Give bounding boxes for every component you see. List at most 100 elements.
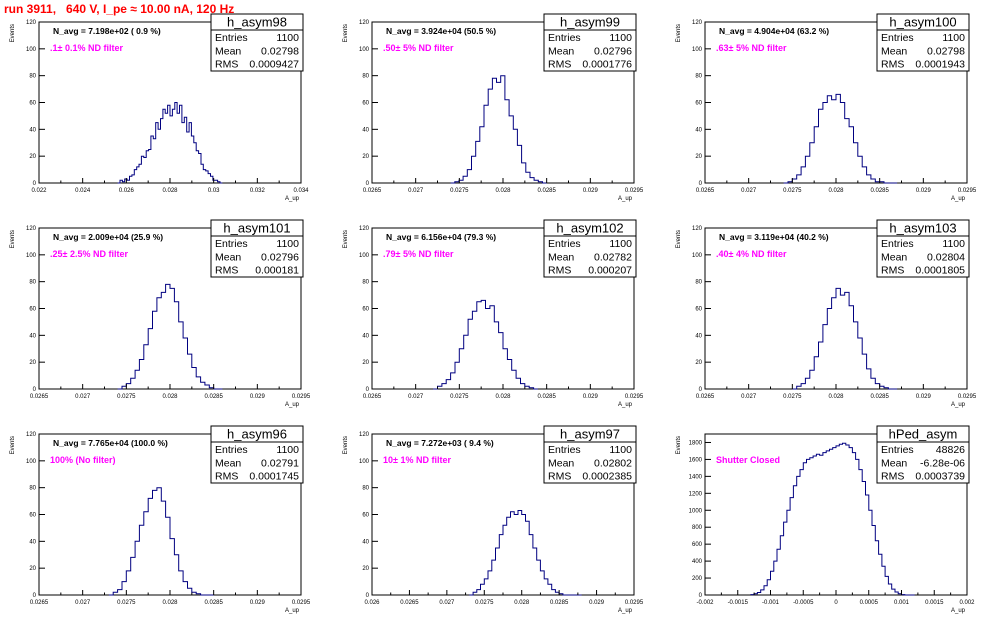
stats-mean-value: 0.02798 [261, 45, 299, 57]
stats-box [210, 425, 304, 484]
y-tick-label: 60 [29, 307, 36, 313]
histogram-line [433, 299, 538, 390]
x-tick-label: 0.027 [75, 394, 91, 400]
x-tick-label: 0.0295 [958, 188, 977, 194]
stats-mean-value: 0.02804 [927, 251, 965, 263]
y-tick-label: 1200 [689, 491, 703, 497]
y-tick-label: 80 [695, 280, 702, 286]
y-tick-label: 120 [26, 432, 37, 438]
y-tick-label: 40 [29, 127, 36, 133]
histogram-line [469, 510, 582, 596]
y-tick-label: 80 [29, 280, 36, 286]
x-tick-label: 0.0285 [870, 394, 889, 400]
x-tick-label: -0.001 [762, 600, 780, 606]
x-axis-title: A_up [618, 196, 633, 202]
stats-box [210, 13, 304, 72]
x-tick-label: 0.029 [916, 188, 932, 194]
stats-rms-value: 0.000207 [588, 265, 632, 277]
x-tick-label: 0.028 [828, 188, 844, 194]
stats-box [876, 13, 970, 72]
stats-rms-value: 0.0002385 [582, 471, 632, 483]
x-tick-label: 0.022 [31, 188, 47, 194]
n-avg-label: N_avg = 3.119e+04 (40.2 %) [719, 232, 829, 242]
y-tick-label: 60 [29, 101, 36, 107]
x-tick-label: 0.029 [583, 188, 599, 194]
histogram-line [117, 283, 223, 390]
y-tick-label: 100 [692, 253, 703, 259]
y-tick-label: 100 [26, 459, 37, 465]
y-tick-label: 40 [695, 333, 702, 339]
y-axis-title: Events [343, 24, 349, 42]
n-avg-label: N_avg = 7.198e+02 ( 0.9 %) [53, 26, 161, 36]
stats-entries-label: Entries [215, 32, 248, 44]
y-tick-label: 120 [692, 226, 703, 232]
stats-entries-value: 1100 [609, 238, 632, 250]
y-tick-label: 1600 [689, 457, 703, 463]
histogram-name: hPed_asym [889, 427, 958, 442]
histogram-name: h_asym100 [889, 15, 956, 30]
histogram-panel: 0.0265 0.027 0.0275 0.028 0.0285 0.029 0.0295 0… [676, 219, 977, 408]
y-tick-label: 20 [29, 566, 36, 572]
stats-mean-label: Mean [215, 457, 241, 469]
histogram-panel: 0.026 0.0265 0.027 0.0275 0.028 0.0285 0.029 0.… [343, 425, 644, 614]
x-axis-title: A_up [285, 402, 300, 408]
stats-box [543, 425, 637, 484]
y-tick-label: 120 [26, 20, 37, 26]
x-axis-title: A_up [618, 402, 633, 408]
y-tick-label: 0 [699, 387, 703, 393]
y-tick-label: 0 [366, 593, 370, 599]
y-tick-label: 20 [695, 360, 702, 366]
histogram-name: h_asym101 [223, 221, 290, 236]
y-tick-label: 100 [26, 253, 37, 259]
x-tick-label: 0.002 [959, 600, 975, 606]
stats-entries-label: Entries [548, 32, 581, 44]
y-tick-label: 60 [695, 101, 702, 107]
histogram-name: h_asym102 [556, 221, 623, 236]
stats-rms-label: RMS [881, 265, 904, 277]
x-tick-label: 0.001 [894, 600, 910, 606]
x-tick-label: 0.027 [408, 394, 424, 400]
filter-label: Shutter Closed [716, 455, 780, 465]
x-tick-label: 0 [834, 600, 838, 606]
x-axis-title: A_up [951, 402, 966, 408]
stats-rms-value: 0.0001805 [915, 265, 965, 277]
y-tick-label: 40 [362, 127, 369, 133]
stats-box [876, 219, 970, 278]
stats-rms-label: RMS [215, 471, 238, 483]
x-tick-label: 0.029 [250, 600, 266, 606]
n-avg-label: N_avg = 2.009e+04 (25.9 %) [53, 232, 163, 242]
y-tick-label: 40 [362, 539, 369, 545]
x-axis-title: A_up [285, 196, 300, 202]
x-tick-label: -0.0015 [728, 600, 749, 606]
y-tick-label: 1400 [689, 474, 703, 480]
histogram-panel: 0.0265 0.027 0.0275 0.028 0.0285 0.029 0.0295 0… [10, 425, 311, 614]
stats-mean-label: Mean [215, 251, 241, 263]
y-tick-label: 20 [29, 360, 36, 366]
stats-entries-label: Entries [881, 238, 914, 250]
x-tick-label: 0.027 [741, 394, 757, 400]
stats-rms-label: RMS [881, 471, 904, 483]
histogram-panel: 0.0265 0.027 0.0275 0.028 0.0285 0.029 0.0295 0… [343, 13, 644, 202]
y-tick-label: 120 [359, 226, 370, 232]
x-tick-label: -0.0005 [793, 600, 814, 606]
x-tick-label: 0.0275 [475, 600, 494, 606]
y-tick-label: 120 [692, 20, 703, 26]
stats-entries-value: 1100 [276, 238, 299, 250]
stats-mean-label: Mean [215, 45, 241, 57]
stats-mean-value: 0.02796 [261, 251, 299, 263]
x-tick-label: 0.0295 [292, 394, 311, 400]
x-tick-label: 0.026 [119, 188, 135, 194]
stats-mean-label: Mean [548, 45, 574, 57]
x-tick-label: -0.002 [696, 600, 714, 606]
stats-rms-value: 0.0001745 [249, 471, 299, 483]
y-tick-label: 400 [692, 559, 703, 565]
x-tick-label: 0.0275 [117, 394, 136, 400]
stats-mean-label: Mean [548, 251, 574, 263]
x-tick-label: 0.0295 [958, 394, 977, 400]
x-tick-label: 0.027 [439, 600, 455, 606]
n-avg-label: N_avg = 7.272e+03 ( 9.4 %) [386, 438, 494, 448]
x-tick-label: 0.0275 [450, 394, 469, 400]
x-axis-title: A_up [951, 608, 966, 614]
filter-label: 10± 1% ND filter [383, 455, 451, 465]
histogram-name: h_asym97 [560, 427, 620, 442]
